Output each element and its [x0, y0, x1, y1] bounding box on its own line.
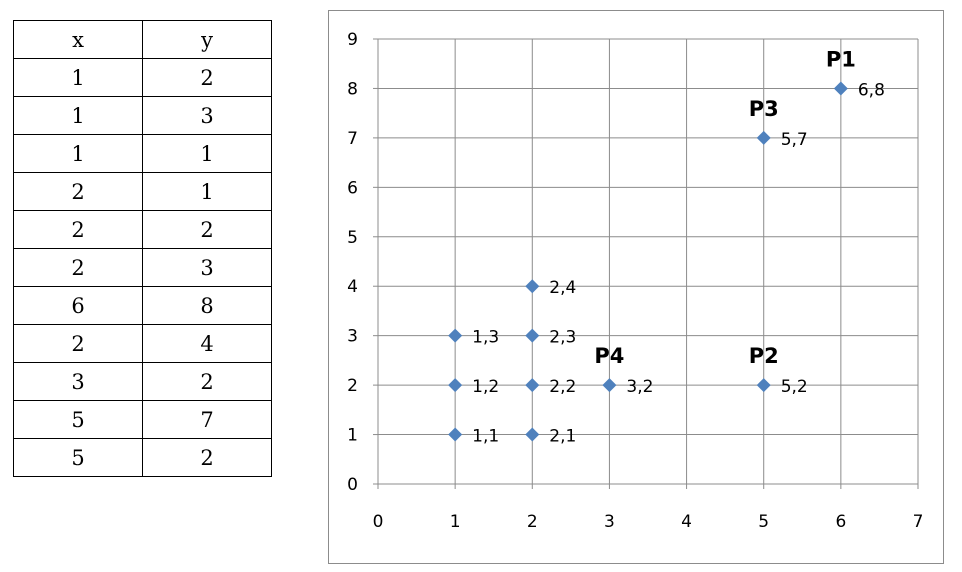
- x-tick-label: 4: [681, 512, 692, 532]
- x-tick-label: 6: [835, 512, 846, 532]
- cell-y: 2: [142, 210, 272, 249]
- cell-y: 1: [142, 172, 272, 211]
- data-label: 6,8: [858, 80, 885, 100]
- y-tick-label: 0: [347, 475, 358, 495]
- cell-x: 3: [13, 362, 143, 401]
- cell-y: 3: [142, 248, 272, 287]
- column-header-y: y: [142, 20, 272, 59]
- cell-y: 7: [142, 400, 272, 439]
- data-point: [756, 130, 771, 145]
- y-tick-label: 2: [347, 376, 358, 396]
- cell-y: 4: [142, 324, 272, 363]
- data-point: [525, 378, 540, 393]
- x-tick-label: 1: [450, 512, 461, 532]
- y-tick-label: 9: [347, 30, 358, 50]
- data-label: 1,1: [472, 427, 499, 447]
- data-label: 1,2: [472, 377, 499, 397]
- cell-x: 2: [13, 210, 143, 249]
- scatter-plot-svg: 0 1 2 3 4 5 6 7 0 1 2 3 4 5 6 7 8 9 1,2 1,3 1,1 2,1 2,2 2,3 6,8 2…: [347, 30, 924, 532]
- data-point: [756, 378, 771, 393]
- cell-y: 1: [142, 134, 272, 173]
- data-label: 2,2: [549, 377, 576, 397]
- cell-y: 2: [142, 58, 272, 97]
- data-label: 2,4: [549, 278, 576, 298]
- data-point: [525, 427, 540, 442]
- data-label: 2,3: [549, 328, 576, 348]
- point-annotation: P3: [749, 97, 779, 121]
- y-tick-label: 3: [347, 327, 358, 347]
- y-tick-label: 7: [347, 129, 358, 149]
- data-point: [448, 378, 463, 393]
- data-point: [525, 328, 540, 343]
- cell-y: 8: [142, 286, 272, 325]
- cell-x: 6: [13, 286, 143, 325]
- cell-x: 5: [13, 400, 143, 439]
- scatter-chart: 0 1 2 3 4 5 6 7 0 1 2 3 4 5 6 7 8 9 1,2 1,3 1,1 2,1 2,2 2,3 6,8 2…: [328, 10, 944, 564]
- data-point: [525, 279, 540, 294]
- data-point: [833, 81, 848, 96]
- data-label: 1,3: [472, 328, 499, 348]
- x-tick-label: 3: [604, 512, 615, 532]
- y-tick-label: 5: [347, 228, 358, 248]
- point-annotation: P2: [749, 344, 779, 368]
- x-tick-label: 5: [758, 512, 769, 532]
- cell-x: 2: [13, 324, 143, 363]
- cell-x: 1: [13, 134, 143, 173]
- x-tick-label: 7: [913, 512, 924, 532]
- data-point: [602, 378, 617, 393]
- x-tick-label: 2: [527, 512, 538, 532]
- point-annotation: P1: [826, 47, 856, 71]
- x-tick-label: 0: [373, 512, 384, 532]
- point-annotation: P4: [594, 344, 624, 368]
- cell-x: 1: [13, 96, 143, 135]
- cell-y: 2: [142, 438, 272, 477]
- y-tick-label: 8: [347, 79, 358, 99]
- cell-y: 3: [142, 96, 272, 135]
- cell-x: 2: [13, 172, 143, 211]
- data-label: 2,1: [549, 427, 576, 447]
- data-label: 5,2: [781, 377, 808, 397]
- cell-x: 5: [13, 438, 143, 477]
- cell-x: 2: [13, 248, 143, 287]
- data-label: 3,2: [626, 377, 653, 397]
- y-tick-label: 4: [347, 277, 358, 297]
- y-tick-label: 1: [347, 426, 358, 446]
- data-label: 5,7: [781, 130, 808, 150]
- table-header-row: x y: [13, 20, 272, 59]
- data-point: [448, 328, 463, 343]
- cell-y: 2: [142, 362, 272, 401]
- column-header-x: x: [13, 20, 143, 59]
- y-tick-label: 6: [347, 178, 358, 198]
- cell-x: 1: [13, 58, 143, 97]
- data-point: [448, 427, 463, 442]
